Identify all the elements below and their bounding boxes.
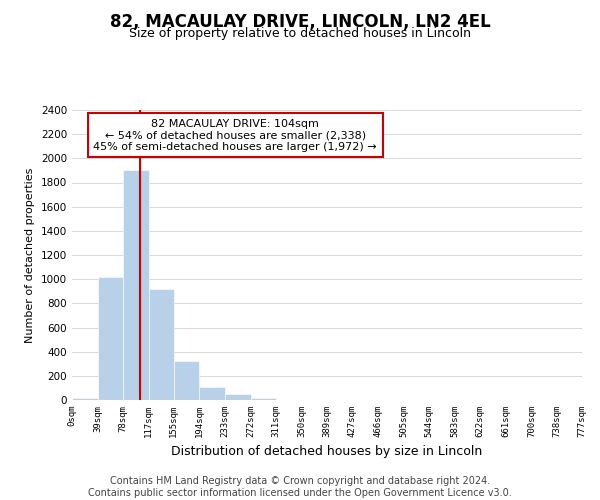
Bar — [98, 277, 123, 400]
Text: 82 MACAULAY DRIVE: 104sqm
← 54% of detached houses are smaller (2,338)
45% of se: 82 MACAULAY DRIVE: 104sqm ← 54% of detac… — [94, 118, 377, 152]
Bar — [251, 398, 276, 400]
Bar — [174, 362, 199, 400]
Y-axis label: Number of detached properties: Number of detached properties — [25, 168, 35, 342]
Text: Contains HM Land Registry data © Crown copyright and database right 2024.
Contai: Contains HM Land Registry data © Crown c… — [88, 476, 512, 498]
Bar — [123, 170, 149, 400]
Bar — [72, 398, 98, 400]
Bar — [149, 289, 174, 400]
Text: 82, MACAULAY DRIVE, LINCOLN, LN2 4EL: 82, MACAULAY DRIVE, LINCOLN, LN2 4EL — [110, 12, 490, 30]
X-axis label: Distribution of detached houses by size in Lincoln: Distribution of detached houses by size … — [172, 446, 482, 458]
Bar — [225, 394, 251, 400]
Text: Size of property relative to detached houses in Lincoln: Size of property relative to detached ho… — [129, 28, 471, 40]
Bar — [199, 386, 225, 400]
